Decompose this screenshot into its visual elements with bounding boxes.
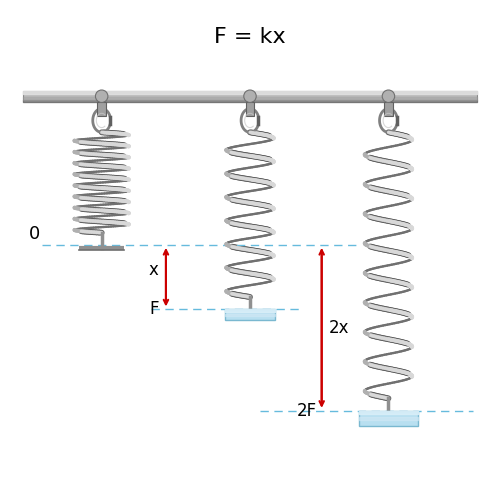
- Polygon shape: [97, 102, 106, 116]
- Circle shape: [382, 90, 394, 102]
- Circle shape: [96, 90, 108, 102]
- Text: x: x: [148, 261, 158, 279]
- Polygon shape: [22, 91, 477, 102]
- Text: 0: 0: [28, 224, 40, 242]
- Text: F: F: [149, 300, 158, 318]
- Polygon shape: [246, 102, 254, 116]
- Text: 2x: 2x: [329, 319, 349, 337]
- Text: 2F: 2F: [296, 402, 317, 419]
- Polygon shape: [226, 310, 274, 320]
- Circle shape: [244, 90, 256, 102]
- Polygon shape: [384, 102, 393, 116]
- Text: F = kx: F = kx: [214, 28, 286, 48]
- Polygon shape: [359, 410, 418, 426]
